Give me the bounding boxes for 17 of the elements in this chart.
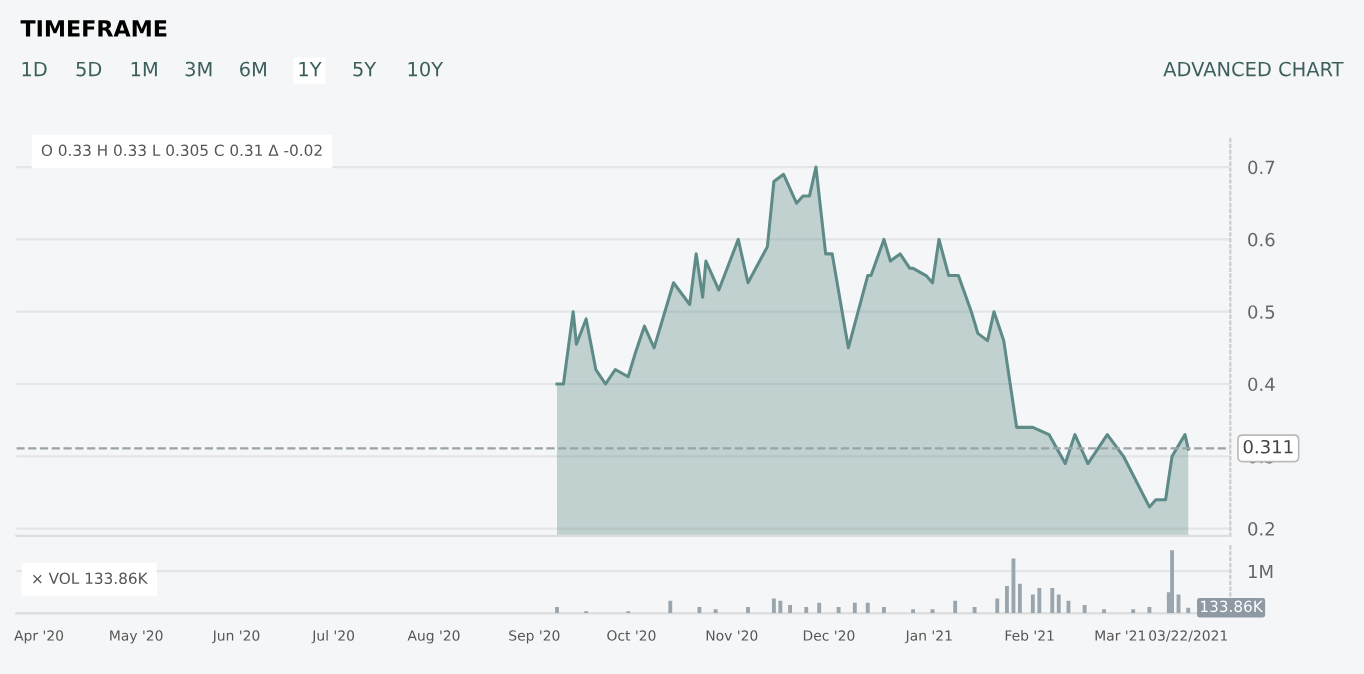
ref-line-label: 0.311 bbox=[1243, 439, 1293, 454]
text: 10Y bbox=[408, 61, 444, 77]
y-tick-label: 0.7 bbox=[1248, 160, 1275, 175]
text: ADVANCED CHART bbox=[1163, 61, 1344, 77]
text: 5D bbox=[76, 61, 102, 77]
text: 5Y bbox=[353, 61, 377, 77]
y-tick-label: 0.2 bbox=[1248, 522, 1274, 536]
text: 1D bbox=[22, 61, 47, 77]
text: 1Y bbox=[299, 61, 322, 77]
text: 3M bbox=[185, 61, 212, 77]
text: 1M bbox=[131, 61, 157, 77]
y-tick-label: 0.4 bbox=[1248, 377, 1275, 392]
y-tick-label: 0.6 bbox=[1248, 232, 1275, 247]
y-tick-label: 0.5 bbox=[1248, 305, 1275, 319]
chart-title: TIMEFRAME bbox=[20, 20, 167, 37]
text: 6M bbox=[240, 61, 266, 77]
y-tick-label: 1M bbox=[1248, 564, 1273, 579]
